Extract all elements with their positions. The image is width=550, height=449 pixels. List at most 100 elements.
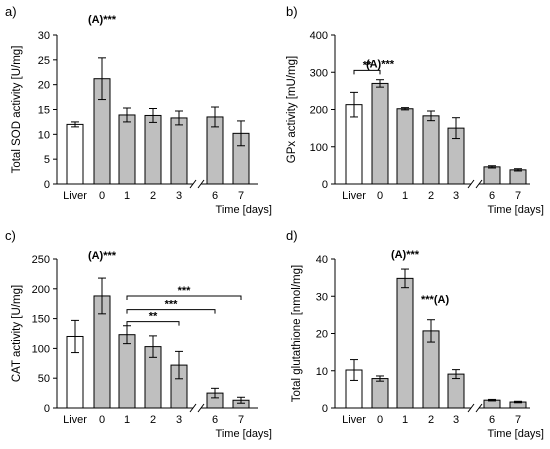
x-tick-label: 3 bbox=[176, 190, 182, 202]
y-tick-label: 20 bbox=[316, 329, 328, 341]
y-tick-label: 0 bbox=[322, 403, 328, 415]
significance-bracket bbox=[126, 321, 180, 326]
x-tick-label: 6 bbox=[489, 414, 495, 426]
y-tick-label: 250 bbox=[32, 254, 50, 266]
axis-break bbox=[197, 179, 205, 189]
significance-bracket bbox=[126, 295, 242, 300]
panel-label: a) bbox=[5, 4, 17, 19]
y-axis-label: Total SOD activity [U/mg] bbox=[11, 46, 23, 174]
x-tick-label: Liver bbox=[63, 190, 87, 202]
x-tick-label: 6 bbox=[489, 190, 495, 202]
significance-bracket bbox=[126, 309, 216, 314]
y-tick-label: 100 bbox=[310, 142, 328, 154]
bracket-label: *** bbox=[165, 299, 179, 311]
bar bbox=[422, 115, 440, 185]
bar bbox=[144, 114, 162, 185]
panel-label: d) bbox=[286, 228, 298, 243]
x-tick-label: Liver bbox=[342, 190, 366, 202]
bar bbox=[66, 123, 84, 185]
x-tick-label: 7 bbox=[238, 190, 244, 202]
x-tick-label: 3 bbox=[453, 414, 459, 426]
bar bbox=[483, 166, 501, 185]
significance-annotation: (A)*** bbox=[88, 14, 117, 26]
y-tick-label: 5 bbox=[44, 154, 50, 166]
x-axis-label: Time [days] bbox=[216, 204, 272, 216]
x-axis-label: Time [days] bbox=[488, 428, 544, 440]
chart-panel-2: b) GPx activity [mU/mg] 0 100 200 300 400 Liver… bbox=[286, 4, 544, 216]
x-axis-label: Time [days] bbox=[216, 428, 272, 440]
y-tick-label: 400 bbox=[310, 30, 328, 42]
x-tick-label: 0 bbox=[377, 190, 383, 202]
y-axis-label: Total glutathione [nmol/mg] bbox=[291, 265, 303, 402]
x-tick-label: 3 bbox=[453, 190, 459, 202]
y-tick-label: 300 bbox=[310, 67, 328, 79]
panel-label: b) bbox=[286, 4, 298, 19]
y-tick-label: 150 bbox=[32, 314, 50, 326]
y-tick-label: 200 bbox=[310, 105, 328, 117]
y-tick-label: 0 bbox=[322, 179, 328, 191]
bar bbox=[118, 114, 136, 185]
axis-break bbox=[475, 179, 483, 189]
x-tick-label: 0 bbox=[99, 414, 105, 426]
chart-panel-3: c) CAT activity [U/mg] 0 50 100 150 200 250 Live… bbox=[5, 228, 272, 440]
y-tick-label: 0 bbox=[44, 403, 50, 415]
bar bbox=[371, 378, 389, 409]
x-tick-label: 2 bbox=[150, 414, 156, 426]
y-tick-label: 20 bbox=[38, 80, 50, 92]
x-tick-label: Liver bbox=[63, 414, 87, 426]
x-tick-label: 1 bbox=[124, 190, 130, 202]
axis-break bbox=[189, 403, 197, 413]
bracket-label: ** bbox=[149, 311, 158, 323]
x-tick-label: 6 bbox=[212, 190, 218, 202]
bar bbox=[509, 169, 527, 185]
significance-annotation: ***(A) bbox=[421, 294, 449, 306]
y-tick-label: 0 bbox=[44, 179, 50, 191]
x-tick-label: 2 bbox=[150, 190, 156, 202]
bar bbox=[396, 108, 414, 185]
axis-break bbox=[197, 403, 205, 413]
x-tick-label: 0 bbox=[99, 190, 105, 202]
axis-break bbox=[467, 403, 475, 413]
y-tick-label: 25 bbox=[38, 55, 50, 67]
y-tick-label: 30 bbox=[38, 30, 50, 42]
bar bbox=[447, 373, 465, 409]
x-tick-label: 7 bbox=[515, 190, 521, 202]
x-tick-label: 1 bbox=[402, 414, 408, 426]
chart-panel-1: a)Total SOD activity [U/mg]051015202530L… bbox=[5, 4, 272, 216]
y-axis-label: GPx activity [mU/mg] bbox=[286, 56, 298, 163]
y-tick-label: 200 bbox=[32, 284, 50, 296]
x-tick-label: 2 bbox=[428, 414, 434, 426]
y-tick-label: 10 bbox=[38, 129, 50, 141]
x-tick-label: 7 bbox=[238, 414, 244, 426]
panel-label: c) bbox=[5, 228, 16, 243]
significance-annotation: (A)*** bbox=[88, 250, 117, 262]
significance-annotation: (A)*** bbox=[391, 249, 420, 261]
x-tick-label: 6 bbox=[212, 414, 218, 426]
bar bbox=[396, 277, 414, 409]
bar bbox=[170, 117, 188, 185]
axis-break bbox=[189, 179, 197, 189]
y-tick-label: 15 bbox=[38, 105, 50, 117]
y-axis-label: CAT activity [U/mg] bbox=[11, 285, 23, 382]
y-tick-label: 100 bbox=[32, 343, 50, 355]
bracket-label: *** bbox=[178, 285, 192, 297]
axis-break bbox=[467, 179, 475, 189]
bracket-label: ** bbox=[363, 59, 372, 71]
y-tick-label: 40 bbox=[316, 254, 328, 266]
bar bbox=[371, 82, 389, 185]
significance-bracket bbox=[353, 69, 381, 75]
x-tick-label: 1 bbox=[124, 414, 130, 426]
x-tick-label: 2 bbox=[428, 190, 434, 202]
x-tick-label: 7 bbox=[515, 414, 521, 426]
y-tick-label: 50 bbox=[38, 373, 50, 385]
bar bbox=[118, 334, 136, 409]
x-axis-label: Time [days] bbox=[488, 204, 544, 216]
axis-break bbox=[475, 403, 483, 413]
x-tick-label: 3 bbox=[176, 414, 182, 426]
x-tick-label: Liver bbox=[342, 414, 366, 426]
chart-panel-4: d)Total glutathione [nmol/mg]010203040Li… bbox=[286, 228, 544, 440]
x-tick-label: 0 bbox=[377, 414, 383, 426]
y-tick-label: 30 bbox=[316, 291, 328, 303]
significance-annotation: (A)*** bbox=[366, 58, 395, 70]
